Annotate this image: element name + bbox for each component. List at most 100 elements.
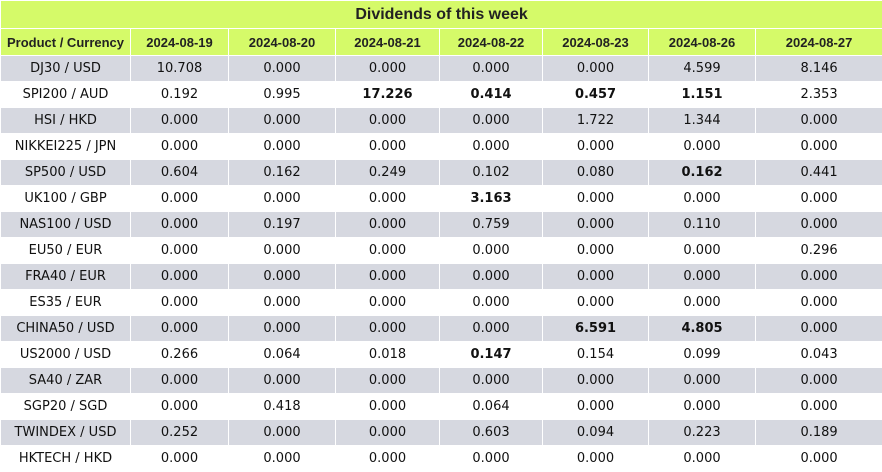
table-title: Dividends of this week [1,1,882,29]
dividend-value-cell: 0.000 [336,316,440,342]
product-cell: SP500 / USD [1,160,131,186]
dividend-value-cell: 0.000 [440,446,543,472]
dividend-value-cell: 0.043 [756,342,882,368]
dividend-value-cell: 1.151 [649,82,756,108]
dividend-value-cell: 0.000 [649,238,756,264]
dividend-value-cell: 0.110 [649,212,756,238]
dividend-value-cell: 0.000 [756,186,882,212]
dividend-value-cell: 0.000 [131,134,229,160]
column-header-date: 2024-08-21 [336,29,440,56]
dividend-value-cell: 0.000 [440,368,543,394]
dividend-value-cell: 0.064 [229,342,336,368]
dividend-value-cell: 0.000 [336,290,440,316]
dividend-value-cell: 0.162 [649,160,756,186]
product-cell: TWINDEX / USD [1,420,131,446]
dividend-value-cell: 0.000 [440,56,543,82]
dividend-value-cell: 17.226 [336,82,440,108]
column-header-date: 2024-08-23 [543,29,649,56]
dividend-value-cell: 0.000 [649,368,756,394]
dividend-value-cell: 0.000 [649,290,756,316]
dividend-value-cell: 0.603 [440,420,543,446]
dividend-value-cell: 0.000 [229,316,336,342]
dividend-value-cell: 0.000 [131,212,229,238]
dividend-value-cell: 0.000 [440,316,543,342]
title-row: Dividends of this week [1,1,882,29]
dividend-value-cell: 0.441 [756,160,882,186]
header-row: Product / Currency 2024-08-19 2024-08-20… [1,29,882,56]
dividend-value-cell: 0.000 [649,446,756,472]
dividend-value-cell: 0.000 [649,186,756,212]
dividend-value-cell: 0.000 [336,212,440,238]
dividend-value-cell: 0.000 [131,368,229,394]
dividend-value-cell: 0.000 [543,212,649,238]
dividend-value-cell: 0.000 [440,238,543,264]
dividend-value-cell: 0.000 [131,108,229,134]
dividend-value-cell: 0.000 [131,446,229,472]
dividend-value-cell: 0.457 [543,82,649,108]
dividend-value-cell: 6.591 [543,316,649,342]
column-header-product: Product / Currency [1,29,131,56]
dividend-value-cell: 0.000 [440,108,543,134]
dividend-value-cell: 0.000 [229,108,336,134]
column-header-date: 2024-08-26 [649,29,756,56]
dividend-value-cell: 0.080 [543,160,649,186]
dividend-value-cell: 0.000 [756,368,882,394]
dividend-value-cell: 0.102 [440,160,543,186]
dividend-value-cell: 0.000 [131,290,229,316]
product-cell: HKTECH / HKD [1,446,131,472]
dividend-value-cell: 0.000 [543,290,649,316]
dividend-value-cell: 0.000 [543,446,649,472]
dividend-value-cell: 2.353 [756,82,882,108]
product-cell: SGP20 / SGD [1,394,131,420]
dividend-value-cell: 0.000 [229,446,336,472]
dividend-value-cell: 0.000 [543,56,649,82]
dividend-value-cell: 0.000 [336,420,440,446]
dividend-value-cell: 0.000 [756,316,882,342]
dividend-value-cell: 0.000 [131,264,229,290]
product-cell: UK100 / GBP [1,186,131,212]
product-cell: CHINA50 / USD [1,316,131,342]
dividend-value-cell: 0.000 [131,186,229,212]
dividend-value-cell: 0.000 [229,290,336,316]
product-cell: DJ30 / USD [1,56,131,82]
dividend-value-cell: 0.000 [229,420,336,446]
dividend-value-cell: 0.000 [756,290,882,316]
dividend-value-cell: 8.146 [756,56,882,82]
dividend-value-cell: 0.162 [229,160,336,186]
dividend-value-cell: 0.759 [440,212,543,238]
dividend-value-cell: 0.000 [229,264,336,290]
dividend-value-cell: 0.000 [131,316,229,342]
dividend-value-cell: 0.000 [543,134,649,160]
dividend-value-cell: 0.296 [756,238,882,264]
dividend-value-cell: 0.000 [229,186,336,212]
dividend-value-cell: 0.000 [543,186,649,212]
dividend-value-cell: 0.000 [131,394,229,420]
dividend-value-cell: 0.000 [543,264,649,290]
dividend-value-cell: 0.000 [756,108,882,134]
dividend-value-cell: 0.094 [543,420,649,446]
dividend-value-cell: 0.249 [336,160,440,186]
dividend-value-cell: 0.154 [543,342,649,368]
dividend-value-cell: 0.000 [543,368,649,394]
product-cell: NIKKEI225 / JPN [1,134,131,160]
dividend-value-cell: 0.995 [229,82,336,108]
dividend-value-cell: 0.000 [543,238,649,264]
product-cell: NAS100 / USD [1,212,131,238]
dividend-value-cell: 1.344 [649,108,756,134]
dividend-value-cell: 0.000 [336,134,440,160]
dividend-value-cell: 1.722 [543,108,649,134]
